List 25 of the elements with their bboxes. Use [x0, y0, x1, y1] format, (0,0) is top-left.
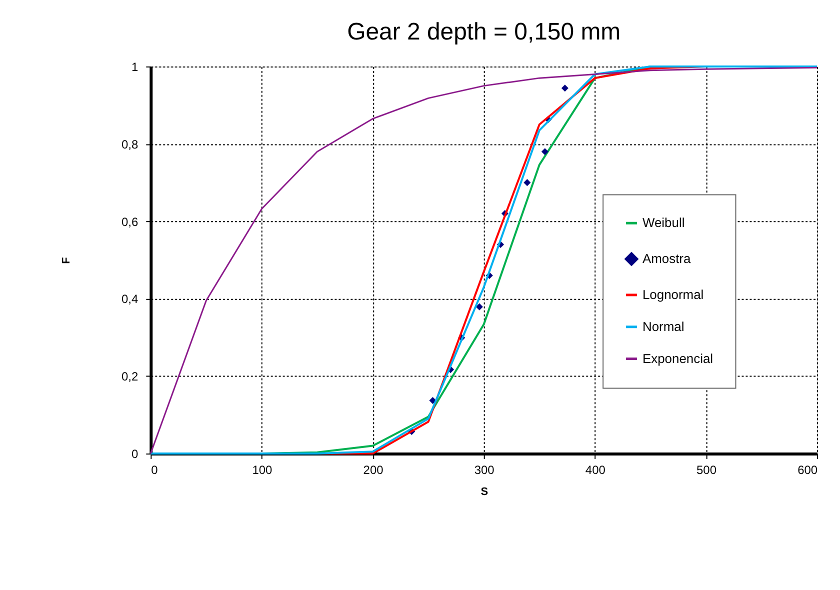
y-axis-title: F: [60, 256, 73, 264]
chart-title: Gear 2 depth = 0,150 mm: [347, 18, 621, 46]
y-tick-label: 0,2: [122, 370, 139, 384]
point: [561, 84, 568, 92]
point: [524, 179, 531, 186]
y-tick-label: 0,6: [122, 214, 139, 229]
legend-label: Normal: [642, 318, 684, 334]
x-tick-label: 600: [798, 462, 818, 477]
y-tick-label: 0: [132, 447, 138, 462]
x-tick-label: 100: [252, 462, 273, 477]
legend-label: Weibull: [642, 215, 685, 230]
y-tick-label: 0,4: [122, 292, 139, 306]
x-tick-label: 300: [474, 462, 495, 477]
point: [541, 148, 548, 156]
x-tick-label: 400: [585, 462, 606, 477]
x-tick-label: 500: [696, 462, 717, 477]
x-tick-label: 200: [363, 462, 384, 477]
x-axis-title: S: [480, 486, 488, 498]
legend-label: Lognormal: [642, 286, 704, 302]
y-tick-label: 1: [132, 60, 138, 74]
x-tick-label: 0: [151, 462, 158, 477]
y-tick-label: 0,8: [122, 137, 139, 152]
legend-label: Exponencial: [642, 350, 714, 366]
point: [476, 303, 483, 310]
legend-label: Amostra: [642, 251, 692, 266]
